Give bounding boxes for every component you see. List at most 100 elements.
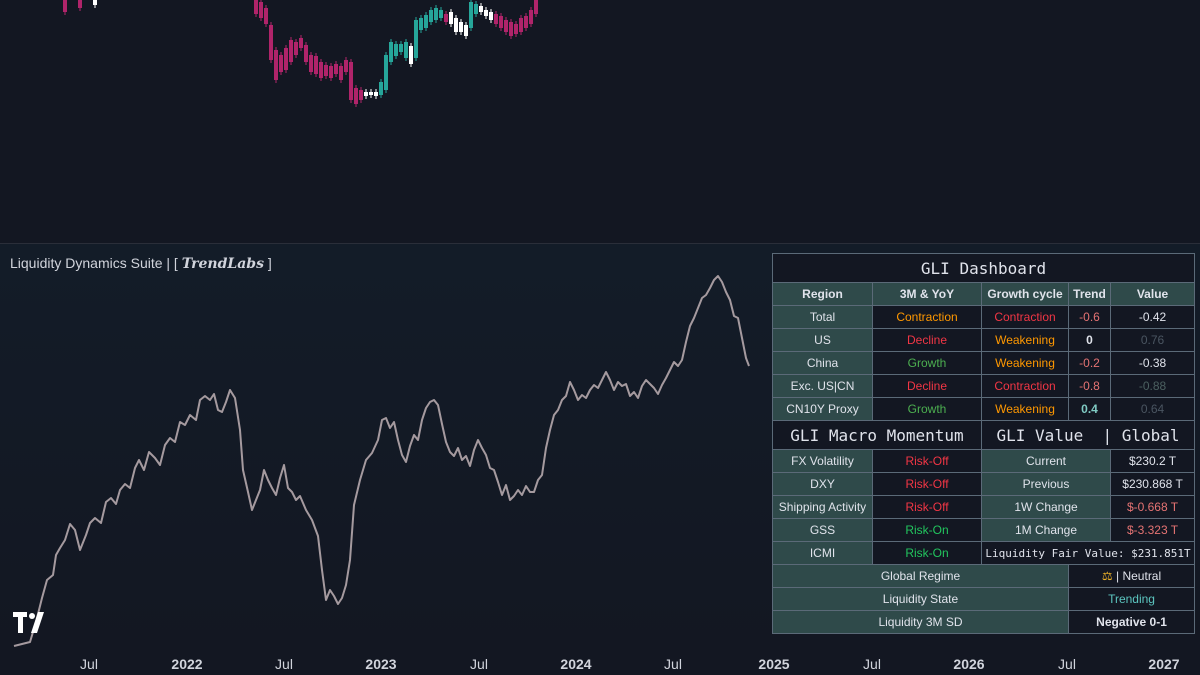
candle-body [424,15,428,28]
candle-body [309,55,313,72]
time-axis-year-label: 2025 [758,656,790,672]
momentum-state: Risk-Off [872,472,982,496]
candle-body [354,88,358,104]
candle-body [289,40,293,62]
candle-body [78,0,82,8]
fair-value: Liquidity Fair Value: $231.851T [980,541,1196,565]
value-name: 1M Change [981,518,1111,542]
candle-body [284,48,288,70]
region-trend: 0 [1068,328,1111,352]
time-axis-year-label: 2022 [171,656,203,672]
region-trend: -0.8 [1068,374,1111,398]
candle-body [479,6,483,12]
price-chart-pane[interactable] [0,0,1200,243]
momentum-row: DXY Risk-Off Previous $230.868 T [772,472,1196,496]
header-region: Region [772,282,873,306]
candle-body [364,92,368,96]
region-name: Total [772,305,873,329]
candle-body [524,16,528,28]
region-name: CN10Y Proxy [772,397,873,421]
time-axis-year-label: 2027 [1148,656,1180,672]
candlestick-chart [63,0,538,107]
time-axis-month-label: Jul [470,656,488,672]
region-name: China [772,351,873,375]
region-cycle: Contraction [981,305,1069,329]
region-row-total: Total Contraction Contraction -0.6 -0.42 [772,305,1196,329]
region-cycle: Contraction [981,374,1069,398]
momentum-state: Risk-Off [872,449,982,473]
candle-body [449,12,453,24]
indicator-title-end: ] [267,255,272,271]
candle-body [484,10,488,16]
region-value: -0.38 [1109,351,1196,375]
value-amount: $-3.323 T [1109,518,1196,542]
candle-body [63,0,67,12]
candle-body [384,55,388,90]
value-amount: $230.868 T [1109,472,1196,496]
candle-body [534,0,538,14]
candle-body [304,45,308,62]
candle-body [404,42,408,58]
value-name: Previous [981,472,1111,496]
candle-body [514,24,518,34]
region-row-ex-us-cn: Exc. US|CN Decline Contraction -0.8 -0.8… [772,374,1196,398]
candle-body [459,22,463,32]
header-value: Value [1109,282,1196,306]
momentum-row: ICMI Risk-On Liquidity Fair Value: $231.… [772,541,1196,565]
candle-body [264,8,268,24]
candle-body [469,2,473,28]
tradingview-logo-icon[interactable] [13,612,49,634]
candle-body [419,18,423,30]
momentum-row: FX Volatility Risk-Off Current $230.2 T [772,449,1196,473]
candle-body [329,66,333,78]
time-axis-month-label: Jul [275,656,293,672]
region-yoy: Contraction [872,305,982,329]
region-yoy: Growth [872,351,982,375]
region-name: Exc. US|CN [772,374,873,398]
candle-body [259,2,263,18]
candle-body [439,10,443,18]
gli-value-title: GLI Value | Global [980,420,1196,450]
value-name: Current [981,449,1111,473]
candle-body [394,44,398,56]
candle-body [489,12,493,20]
time-axis-year-label: 2026 [953,656,985,672]
time-axis-year-label: 2024 [560,656,592,672]
liquidity-sd-value: Negative 0-1 [1067,610,1196,634]
region-value: 0.64 [1109,397,1196,421]
region-name: US [772,328,873,352]
liquidity-sd-label: Liquidity 3M SD [772,610,1069,634]
region-trend: 0.4 [1068,397,1111,421]
region-yoy: Decline [872,374,982,398]
candle-body [279,55,283,72]
momentum-row: GSS Risk-On 1M Change $-3.323 T [772,518,1196,542]
candle-body [474,4,478,14]
candle-body [369,92,373,95]
momentum-name: FX Volatility [772,449,873,473]
candle-body [494,14,498,24]
time-axis-year-label: 2023 [365,656,397,672]
candle-body [349,62,353,100]
candle-body [409,46,413,64]
indicator-title-brand: TrendLabs [181,256,264,272]
candle-body [414,20,418,58]
time-axis[interactable] [0,650,1200,675]
candle-body [389,42,393,62]
candle-body [399,44,403,52]
momentum-title: GLI Macro Momentum [772,420,982,450]
momentum-state: Risk-On [872,518,982,542]
momentum-state: Risk-Off [872,495,982,519]
momentum-name: DXY [772,472,873,496]
momentum-state: Risk-On [872,541,982,565]
candle-body [454,18,458,32]
candle-body [319,62,323,78]
header-trend: Trend [1068,282,1111,306]
pane-divider[interactable] [0,243,1200,244]
candle-body [269,25,273,60]
indicator-title[interactable]: Liquidity Dynamics Suite | [ TrendLabs ] [10,255,272,272]
region-cycle: Weakening [981,351,1069,375]
region-cycle: Weakening [981,397,1069,421]
region-trend: -0.6 [1068,305,1111,329]
time-axis-month-label: Jul [863,656,881,672]
region-value: 0.76 [1109,328,1196,352]
